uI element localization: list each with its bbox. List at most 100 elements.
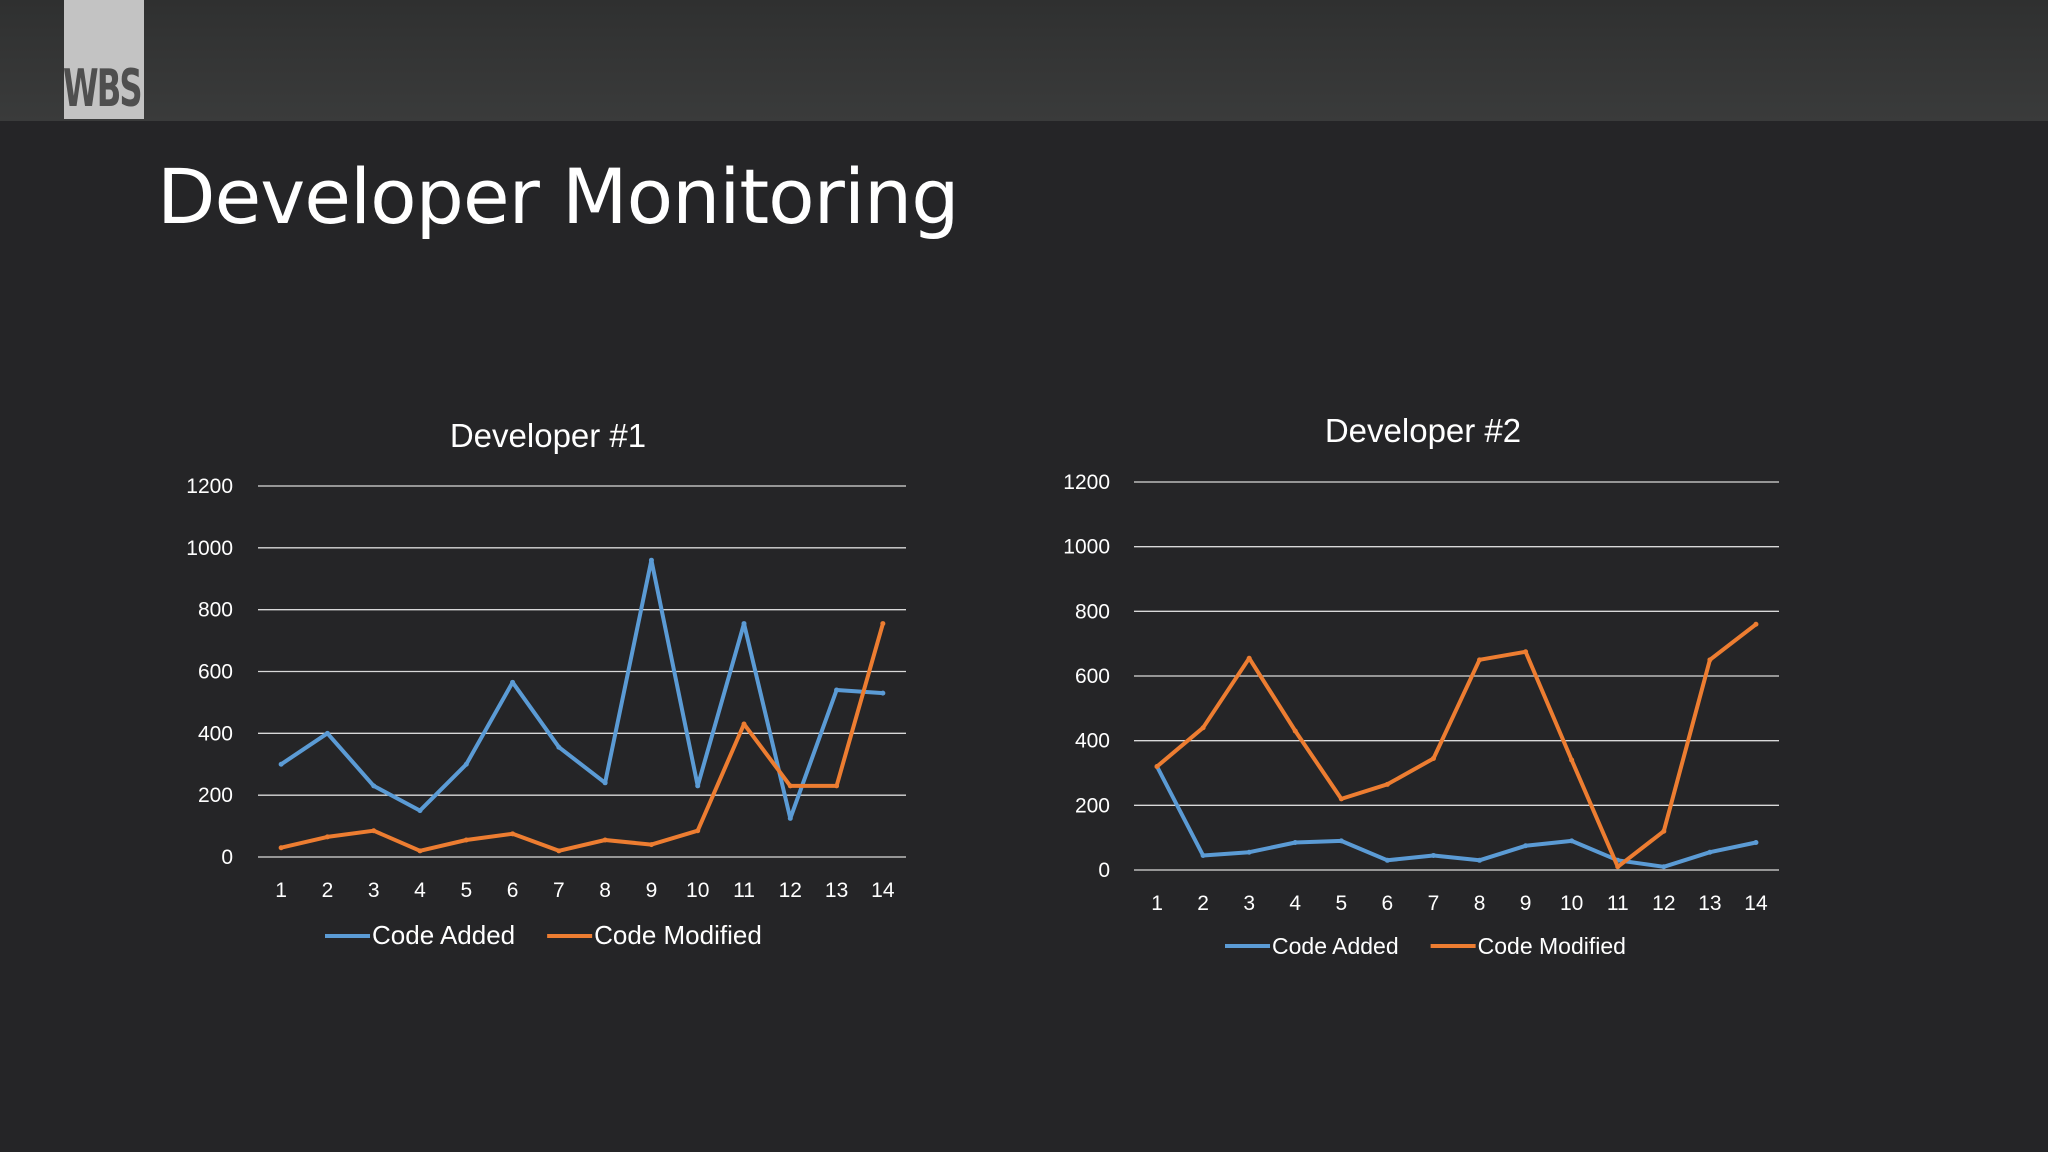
x-tick-label: 6 (507, 879, 519, 902)
data-point (787, 783, 793, 789)
x-tick-label: 5 (460, 879, 472, 902)
data-point (1430, 852, 1436, 858)
x-tick-label: 12 (1652, 892, 1675, 915)
data-point (371, 828, 377, 834)
data-point (556, 744, 562, 750)
data-point (1569, 838, 1575, 844)
y-tick-label: 400 (198, 722, 233, 745)
series-line-code-added (1155, 764, 1758, 869)
data-point (1338, 838, 1344, 844)
x-tick-label: 9 (1520, 892, 1532, 915)
x-tick-label: 2 (322, 879, 334, 902)
chart-title: Developer #2 (1325, 412, 1521, 449)
data-point (1292, 840, 1298, 846)
data-point (1707, 849, 1713, 855)
data-point (1384, 781, 1390, 787)
data-point (278, 761, 284, 767)
data-point (1246, 849, 1252, 855)
x-tick-label: 1 (275, 879, 287, 902)
data-point (1753, 840, 1759, 846)
data-point (602, 837, 608, 843)
x-tick-label: 9 (646, 879, 658, 902)
x-tick-label: 1 (1151, 892, 1163, 915)
x-tick-label: 7 (1428, 892, 1440, 915)
x-tick-label: 13 (1698, 892, 1721, 915)
data-point (880, 621, 886, 627)
wbs-logo: WBS (64, 0, 144, 119)
x-tick-label: 2 (1197, 892, 1209, 915)
data-point (695, 828, 701, 834)
x-tick-label: 10 (686, 879, 709, 902)
data-point (1477, 657, 1483, 663)
y-tick-label: 600 (198, 661, 233, 684)
series-line-code-modified (1155, 622, 1758, 869)
y-tick-label: 0 (221, 846, 233, 869)
data-point (417, 808, 423, 814)
data-point (1753, 621, 1759, 627)
data-point (1200, 725, 1206, 731)
data-point (1661, 828, 1667, 834)
y-tick-label: 600 (1075, 665, 1110, 688)
x-tick-label: 14 (871, 879, 895, 902)
data-point (510, 831, 516, 837)
x-tick-label: 4 (414, 879, 426, 902)
data-point (556, 848, 562, 854)
x-tick-label: 11 (1607, 892, 1629, 915)
data-point (1246, 655, 1252, 661)
y-tick-label: 800 (198, 599, 233, 622)
x-tick-label: 12 (779, 879, 802, 902)
legend-label: Code Modified (1478, 933, 1626, 959)
legend-label: Code Added (372, 920, 515, 950)
header-bar: WBS (0, 0, 2048, 121)
x-tick-label: 8 (599, 879, 611, 902)
y-tick-label: 1200 (1063, 471, 1110, 494)
legend-label: Code Added (1272, 933, 1399, 959)
data-point (1384, 857, 1390, 863)
y-tick-label: 1000 (186, 537, 233, 560)
data-point (278, 845, 284, 851)
data-point (1523, 843, 1529, 849)
data-point (1292, 728, 1298, 734)
data-point (463, 837, 469, 843)
data-point (324, 834, 330, 840)
data-point (695, 783, 701, 789)
series-line-code-modified (279, 621, 885, 853)
y-tick-label: 800 (1075, 600, 1110, 623)
data-point (787, 815, 793, 821)
x-tick-label: 3 (368, 879, 380, 902)
legend-label: Code Modified (594, 920, 762, 950)
y-tick-label: 400 (1075, 730, 1110, 753)
data-point (1477, 857, 1483, 863)
data-point (463, 761, 469, 767)
data-point (510, 679, 516, 685)
data-point (1661, 864, 1667, 870)
data-point (834, 687, 840, 693)
x-tick-label: 7 (553, 879, 565, 902)
data-point (880, 690, 886, 696)
data-point (834, 783, 840, 789)
data-point (371, 783, 377, 789)
data-point (1707, 657, 1713, 663)
x-tick-label: 6 (1382, 892, 1394, 915)
series-line-code-added (279, 558, 885, 821)
data-point (602, 780, 608, 786)
x-tick-label: 3 (1243, 892, 1255, 915)
x-tick-label: 8 (1474, 892, 1486, 915)
data-point (648, 842, 654, 848)
data-point (741, 721, 747, 727)
data-point (417, 848, 423, 854)
data-point (1200, 852, 1206, 858)
page-title: Developer Monitoring (157, 152, 959, 241)
data-point (1430, 755, 1436, 761)
x-tick-label: 10 (1560, 892, 1583, 915)
data-point (1523, 649, 1529, 655)
x-tick-label: 4 (1289, 892, 1301, 915)
x-tick-label: 13 (825, 879, 848, 902)
data-point (1615, 864, 1621, 870)
data-point (324, 730, 330, 736)
y-tick-label: 0 (1098, 859, 1110, 882)
chart-title: Developer #1 (450, 417, 646, 454)
